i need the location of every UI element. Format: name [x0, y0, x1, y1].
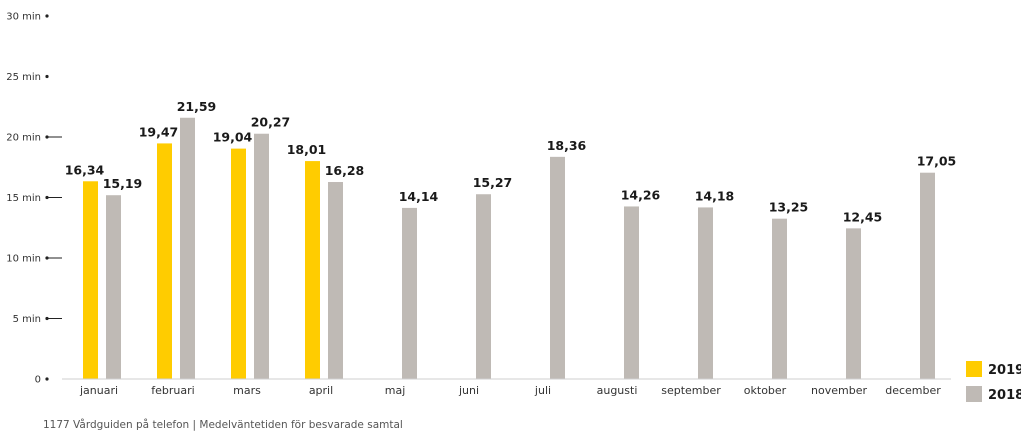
bar-2018-september	[698, 207, 713, 379]
x-tick-label: november	[811, 384, 867, 397]
bar-2019-mars	[231, 148, 246, 379]
data-label-2019-april: 18,01	[287, 142, 327, 157]
data-label-2018-mars: 20,27	[251, 115, 291, 130]
x-tick-label: februari	[151, 384, 194, 397]
data-label-2018-juni: 15,27	[473, 175, 513, 190]
y-tick-dot	[45, 195, 49, 200]
bar-2018-maj	[402, 207, 417, 379]
x-tick-label: augusti	[597, 384, 638, 397]
data-label-2018-september: 14,18	[695, 188, 735, 203]
y-tick-label: 20 min	[6, 133, 41, 144]
y-tick-label: 30 min	[6, 12, 41, 23]
x-tick-label: januari	[79, 384, 118, 397]
y-tick-label: 5 min	[13, 314, 41, 325]
bar-2019-april	[305, 161, 320, 379]
y-tick-dot	[45, 135, 49, 139]
y-axis: 0 5 min 10 min 15 min 20 min 25 min 30 min	[6, 12, 62, 386]
x-tick-label: maj	[385, 384, 406, 397]
data-label-2018-augusti: 14,26	[621, 187, 661, 202]
y-tick-label: 10 min	[6, 254, 41, 265]
data-label-2018-februari: 21,59	[177, 99, 217, 114]
x-tick-label: mars	[233, 384, 261, 397]
x-axis-labels: januari februari mars april maj juni juli augus…	[79, 384, 941, 397]
legend-label-2019: 2019	[988, 363, 1021, 378]
x-tick-label: juli	[534, 384, 551, 397]
bar-2018-februari	[180, 117, 195, 380]
y-tick-dot	[45, 74, 49, 79]
bar-2018-april	[328, 182, 343, 379]
y-tick-label: 25 min	[6, 72, 41, 83]
bar-2018-juli	[550, 156, 565, 379]
data-label-2018-juli: 18,36	[547, 138, 587, 153]
data-label-2018-december: 17,05	[917, 154, 957, 169]
bar-2018-augusti	[624, 206, 639, 379]
y-tick-label: 15 min	[6, 193, 41, 204]
data-label-2018-januari: 15,19	[103, 176, 143, 191]
bar-2018-oktober	[772, 218, 787, 379]
data-label-2019-februari: 19,47	[139, 124, 179, 139]
bar-2018-december	[920, 172, 935, 379]
bar-2018-januari	[106, 195, 121, 379]
x-tick-label: juni	[458, 384, 479, 397]
x-tick-label: april	[309, 384, 333, 397]
y-tick-label: 0	[35, 375, 41, 386]
data-label-2019-mars: 19,04	[213, 130, 253, 145]
y-tick-dot	[45, 377, 49, 381]
bar-2019-februari	[157, 143, 172, 379]
bar-2018-mars	[254, 133, 269, 379]
chart-caption: 1177 Vårdguiden på telefon | Medelväntet…	[43, 419, 403, 431]
legend: 2019 2018	[966, 361, 1021, 403]
legend-swatch-2018	[966, 386, 982, 402]
x-tick-label: december	[885, 384, 941, 397]
x-tick-label: oktober	[744, 384, 787, 397]
x-tick-label: september	[661, 384, 721, 397]
legend-label-2018: 2018	[988, 388, 1021, 403]
bar-2018-november	[846, 228, 861, 379]
legend-swatch-2019	[966, 361, 982, 377]
y-tick-dot	[45, 316, 49, 321]
bar-2019-januari	[83, 181, 98, 379]
y-tick-dot	[45, 256, 49, 260]
data-label-2018-november: 12,45	[843, 209, 883, 224]
y-tick-dot	[45, 14, 49, 18]
data-label-2019-januari: 16,34	[65, 162, 105, 177]
data-label-2018-oktober: 13,25	[769, 200, 809, 215]
data-label-2018-maj: 14,14	[399, 189, 439, 204]
data-label-2018-april: 16,28	[325, 163, 365, 178]
bar-2018-juni	[476, 194, 491, 379]
